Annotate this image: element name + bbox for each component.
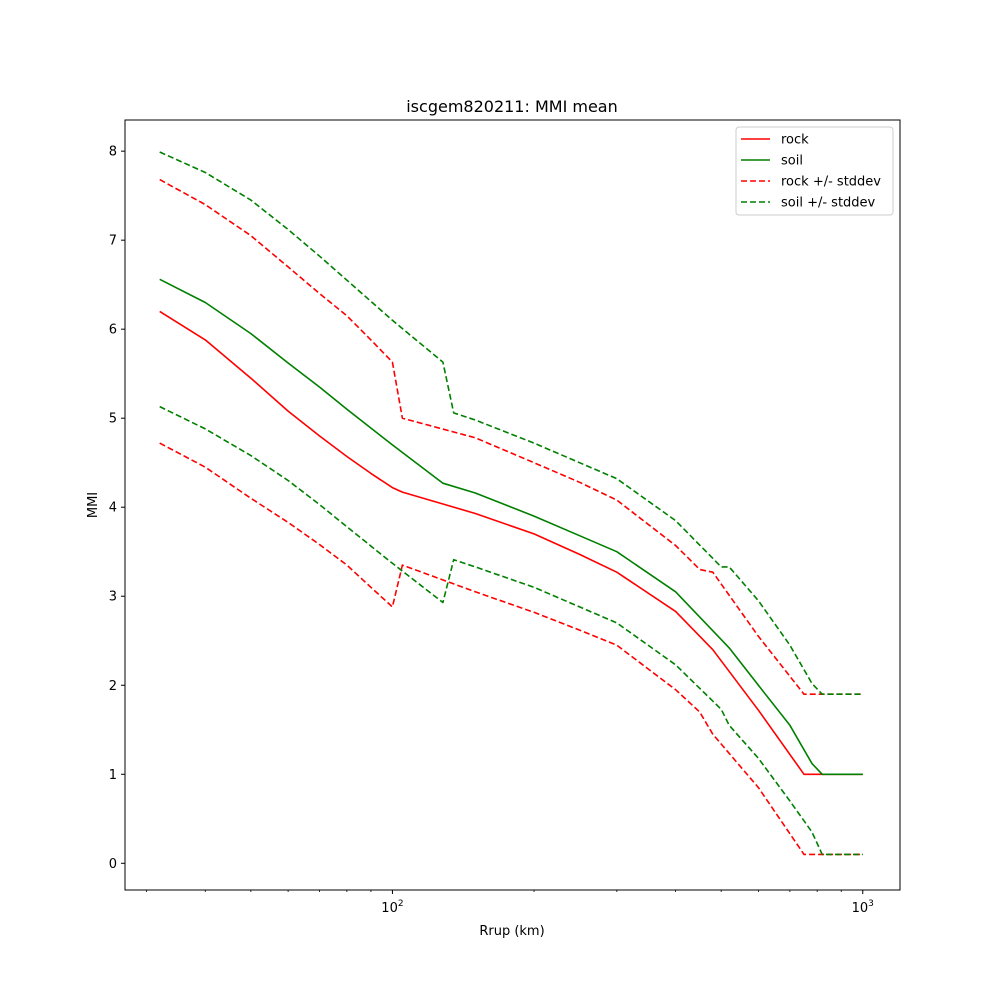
series-line-3 [159, 178, 863, 696]
legend: rock soil rock +/- stddev soil +/- stddev [735, 126, 894, 216]
y-axis: 0 1 2 3 4 5 6 7 8 [109, 145, 125, 872]
legend-label: soil [781, 154, 803, 169]
y-tick-label: 5 [109, 412, 117, 427]
plot-lines [159, 151, 863, 856]
series-line-5 [159, 151, 863, 696]
y-tick-label: 3 [109, 590, 117, 605]
x-axis-label: Rrup (km) [479, 924, 544, 939]
x-tick-label: 103 [852, 899, 874, 916]
y-tick-label: 0 [109, 857, 117, 872]
y-tick-label: 2 [109, 679, 117, 694]
x-axis: 102 103 [146, 890, 874, 916]
y-tick-label: 7 [109, 234, 117, 249]
legend-label: rock +/- stddev [781, 175, 881, 190]
legend-label: rock [781, 133, 809, 148]
y-axis-label: MMI [86, 492, 101, 518]
y-tick-label: 1 [109, 768, 117, 783]
chart-title: iscgem820211: MMI mean [406, 97, 618, 116]
series-line-6 [159, 405, 863, 856]
y-tick-label: 6 [109, 323, 117, 338]
legend-frame [735, 126, 894, 216]
y-tick-label: 8 [109, 145, 117, 160]
x-tick-label: 102 [381, 899, 403, 916]
series-line-4 [159, 442, 863, 856]
y-tick-label: 4 [109, 501, 117, 516]
series-line-2 [159, 278, 863, 776]
series-line-1 [159, 310, 863, 776]
legend-label: soil +/- stddev [781, 196, 876, 211]
plot-frame [124, 119, 901, 891]
